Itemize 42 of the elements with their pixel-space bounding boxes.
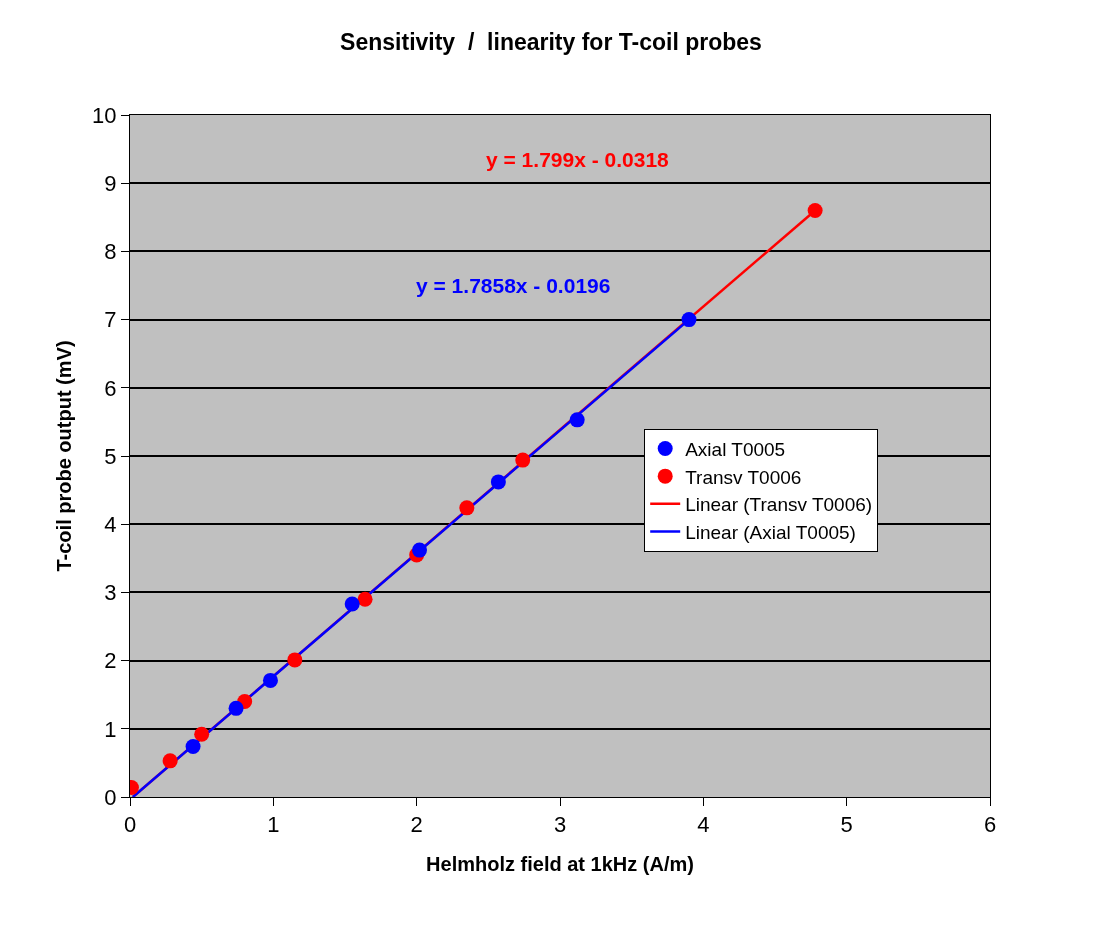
point	[412, 542, 428, 558]
point	[262, 672, 278, 688]
legend-label: Axial T0005	[685, 438, 786, 460]
y-axis-title: T-coil probe output (mV)	[52, 340, 75, 572]
point	[490, 474, 506, 490]
x-tick-label: 2	[410, 812, 423, 838]
annotation: y = 1.7858x - 0.0196	[416, 274, 611, 297]
point	[162, 753, 178, 769]
y-tick-label: 0	[104, 784, 117, 810]
x-axis-title: Helmholz field at 1kHz (A/m)	[426, 852, 694, 875]
point	[357, 591, 373, 607]
point	[569, 412, 585, 428]
point	[344, 596, 360, 612]
point	[194, 726, 210, 742]
chart-title: Sensitivity / linearity for T-coil probes	[340, 28, 762, 55]
y-tick-label: 9	[104, 170, 117, 196]
y-tick-label: 1	[104, 716, 117, 742]
point	[287, 652, 303, 668]
point	[459, 500, 475, 516]
point	[807, 202, 823, 218]
legend-label: Linear (Transv T0006)	[685, 494, 873, 516]
annotation: y = 1.799x - 0.0318	[486, 148, 670, 171]
point	[185, 739, 201, 755]
point	[681, 312, 697, 328]
x-tick-label: 0	[123, 812, 137, 838]
y-tick-label: 2	[104, 648, 117, 674]
y-tick-label: 10	[92, 102, 117, 128]
point	[228, 700, 244, 716]
y-tick-label: 5	[104, 443, 117, 469]
legend-label: Linear (Axial T0005)	[685, 521, 856, 543]
x-tick-label: 1	[267, 812, 280, 838]
x-tick-label: 4	[697, 812, 710, 838]
y-tick-label: 6	[104, 375, 117, 401]
x-tick-label: 6	[983, 812, 997, 838]
y-tick-label: 3	[104, 580, 117, 606]
legend-label: Transv T0006	[685, 466, 802, 488]
x-tick-label: 5	[840, 812, 853, 838]
y-tick-label: 4	[104, 511, 117, 537]
x-tick-label: 3	[553, 812, 567, 838]
y-tick-label: 8	[104, 239, 117, 265]
y-tick-label: 7	[104, 307, 117, 333]
point	[515, 452, 531, 468]
